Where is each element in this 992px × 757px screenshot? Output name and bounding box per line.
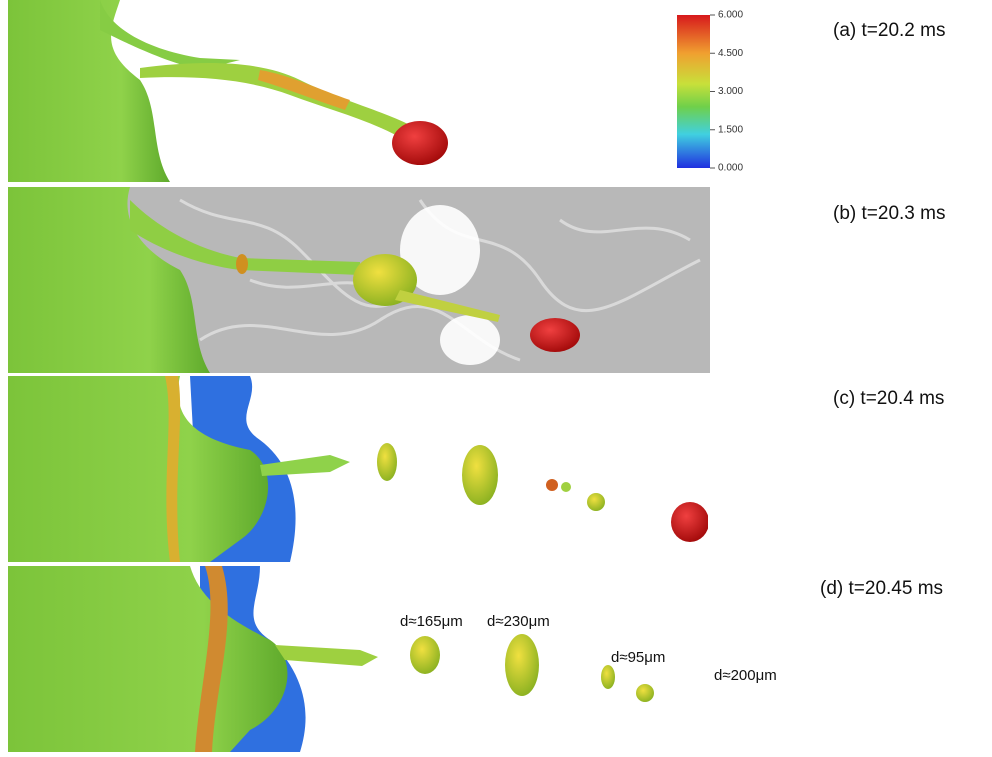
annotation: d≈230μm bbox=[487, 613, 550, 630]
annotation: d≈200μm bbox=[714, 667, 777, 684]
colorbar-tick-label: 3.000 bbox=[718, 86, 743, 97]
panel-label: (c) t=20.4 ms bbox=[833, 388, 944, 409]
colorbar-tick-label: 6.000 bbox=[718, 10, 743, 21]
panel-label: (d) t=20.45 ms bbox=[820, 578, 943, 599]
panel-b-render bbox=[8, 187, 710, 373]
panel-label: (b) t=20.3 ms bbox=[833, 203, 945, 224]
colorbar-tick-label: 4.500 bbox=[718, 48, 743, 59]
figure: 6.0004.5003.0001.5000.000 (a) t=20.2 ms … bbox=[0, 0, 992, 757]
colorbar-tick-label: 0.000 bbox=[718, 163, 743, 174]
colorbar-ramp bbox=[677, 15, 710, 168]
annotation: d≈165μm bbox=[400, 613, 463, 630]
colorbar: 6.000 4.500 3.000 1.500 0.000 bbox=[677, 10, 743, 174]
panel-a-render bbox=[8, 0, 448, 182]
panel-label: (a) t=20.2 ms bbox=[833, 20, 945, 41]
panel-c-render bbox=[8, 376, 709, 562]
annotation: d≈95μm bbox=[611, 649, 665, 666]
colorbar-tick-label: 1.500 bbox=[718, 124, 743, 135]
